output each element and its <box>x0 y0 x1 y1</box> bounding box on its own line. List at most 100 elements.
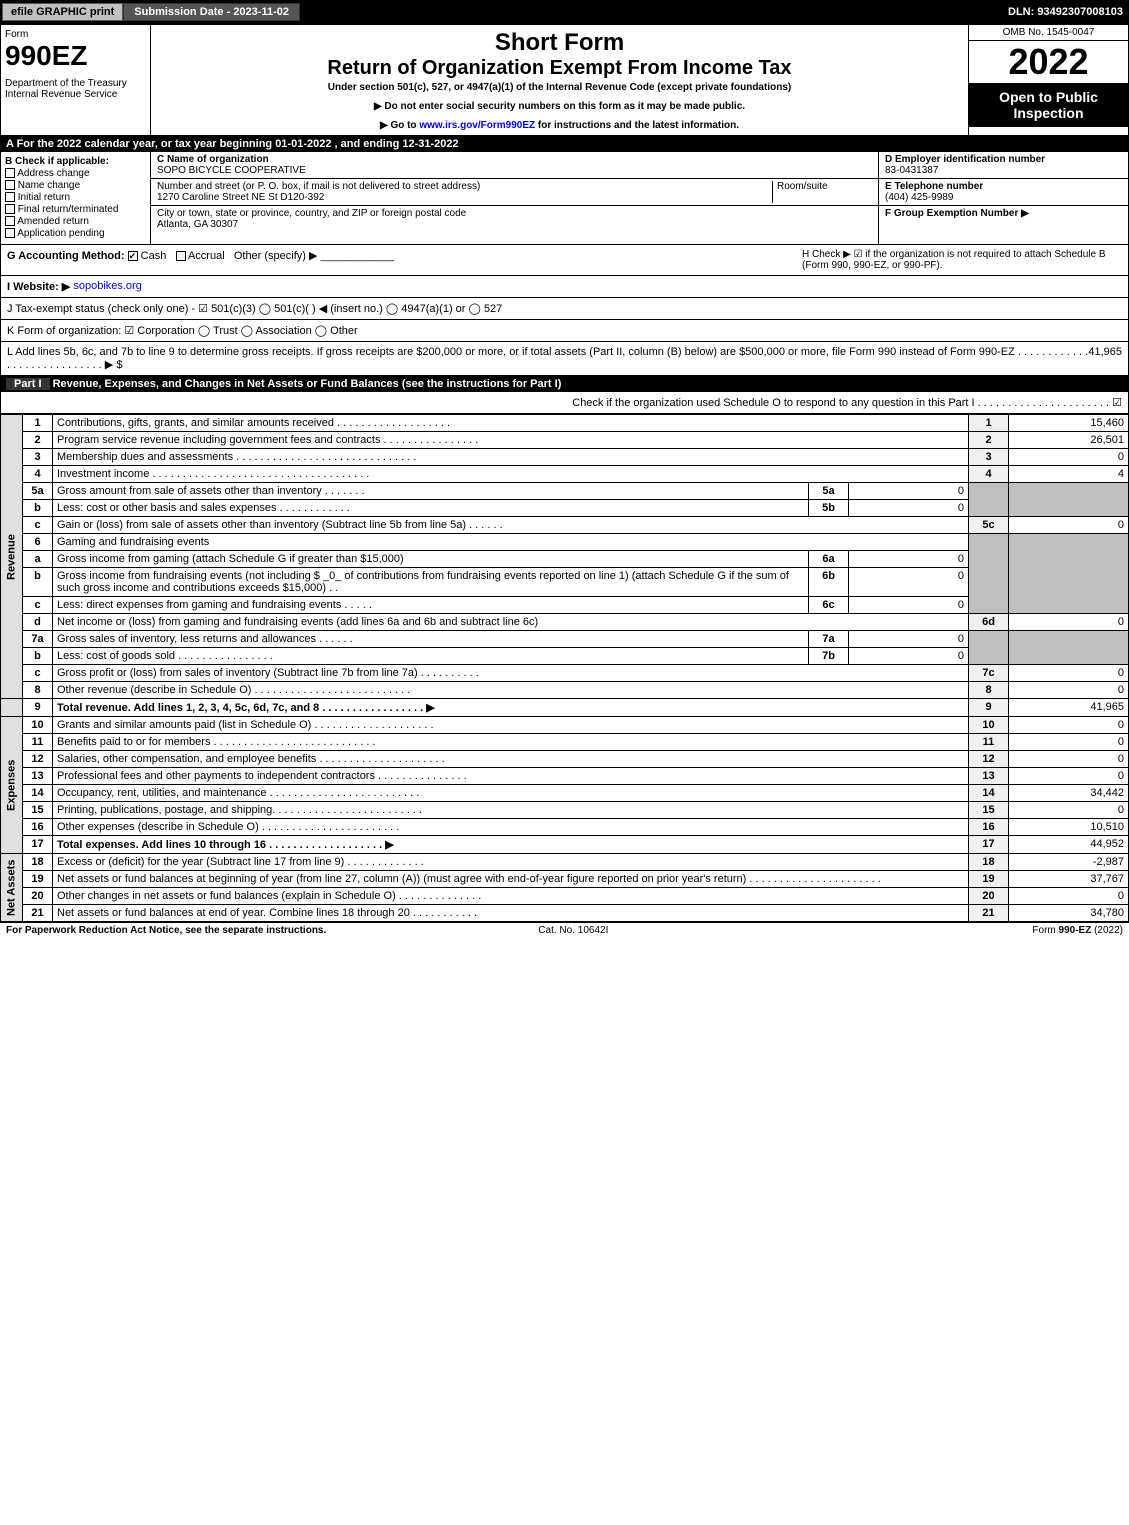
ln17-desc: Total expenses. Add lines 10 through 16 … <box>53 836 969 854</box>
row-i: I Website: ▶ sopobikes.org <box>0 276 1129 298</box>
col-b: B Check if applicable: Address change Na… <box>1 152 151 244</box>
row-a: A For the 2022 calendar year, or tax yea… <box>0 136 1129 152</box>
row-h: H Check ▶ ☑ if the organization is not r… <box>802 249 1122 271</box>
ln16-desc: Other expenses (describe in Schedule O) … <box>53 819 969 836</box>
b-heading: B Check if applicable: <box>5 156 146 167</box>
ln5b-desc: Less: cost or other basis and sales expe… <box>53 500 809 517</box>
revenue-label: Revenue <box>1 415 23 699</box>
part1-check: Check if the organization used Schedule … <box>0 392 1129 414</box>
ln1-val: 15,460 <box>1009 415 1129 432</box>
footer-right: Form 990-EZ (2022) <box>1032 925 1123 936</box>
tel-value: (404) 425-9989 <box>885 192 953 203</box>
chk-accrual[interactable] <box>176 251 186 261</box>
ein-label: D Employer identification number <box>885 154 1045 165</box>
ln7a-val: 0 <box>849 631 969 648</box>
omb-number: OMB No. 1545-0047 <box>969 25 1128 41</box>
ln12-desc: Salaries, other compensation, and employ… <box>53 751 969 768</box>
row-j: J Tax-exempt status (check only one) - ☑… <box>0 298 1129 320</box>
addr-value: 1270 Caroline Street NE St D120-392 <box>157 192 324 203</box>
part1-title: Revenue, Expenses, and Changes in Net As… <box>53 378 562 390</box>
ln20-desc: Other changes in net assets or fund bala… <box>53 888 969 905</box>
ln6-desc: Gaming and fundraising events <box>53 534 969 551</box>
ln18-val: -2,987 <box>1009 854 1129 871</box>
tel-row: E Telephone number (404) 425-9989 <box>879 179 1128 206</box>
cash-label: Cash <box>141 250 167 262</box>
part1-header: Part I Revenue, Expenses, and Changes in… <box>0 376 1129 392</box>
website-link[interactable]: sopobikes.org <box>73 280 142 293</box>
col-c: C Name of organization SOPO BICYCLE COOP… <box>151 152 878 244</box>
ln8-val: 0 <box>1009 682 1129 699</box>
chk-cash[interactable] <box>128 251 138 261</box>
expenses-label: Expenses <box>1 717 23 854</box>
ln5c-desc: Gain or (loss) from sale of assets other… <box>53 517 969 534</box>
ln10-val: 0 <box>1009 717 1129 734</box>
part1-badge: Part I <box>6 378 50 390</box>
ln16-val: 10,510 <box>1009 819 1129 836</box>
efile-print-button[interactable]: efile GRAPHIC print <box>2 3 123 21</box>
room-label: Room/suite <box>777 181 828 192</box>
ln5c-val: 0 <box>1009 517 1129 534</box>
irs-link[interactable]: www.irs.gov/Form990EZ <box>419 120 535 131</box>
footer-left: For Paperwork Reduction Act Notice, see … <box>6 925 326 936</box>
ln6d-val: 0 <box>1009 614 1129 631</box>
addr-row: Number and street (or P. O. box, if mail… <box>151 179 878 206</box>
ln7a-desc: Gross sales of inventory, less returns a… <box>53 631 809 648</box>
chk-address-change[interactable]: Address change <box>5 168 146 179</box>
ein-row: D Employer identification number 83-0431… <box>879 152 1128 179</box>
ln17-val: 44,952 <box>1009 836 1129 854</box>
ln4-val: 4 <box>1009 466 1129 483</box>
org-name-row: C Name of organization SOPO BICYCLE COOP… <box>151 152 878 179</box>
addr-label: Number and street (or P. O. box, if mail… <box>157 181 480 192</box>
accrual-label: Accrual <box>188 250 225 262</box>
footer-mid: Cat. No. 10642I <box>538 925 608 936</box>
chk-pending[interactable]: Application pending <box>5 228 146 239</box>
tax-year: 2022 <box>969 41 1128 83</box>
ln14-desc: Occupancy, rent, utilities, and maintena… <box>53 785 969 802</box>
ein-value: 83-0431387 <box>885 165 938 176</box>
city-value: Atlanta, GA 30307 <box>157 219 238 230</box>
ln2-val: 26,501 <box>1009 432 1129 449</box>
ln18-desc: Excess or (deficit) for the year (Subtra… <box>53 854 969 871</box>
ln15-val: 0 <box>1009 802 1129 819</box>
ln19-desc: Net assets or fund balances at beginning… <box>53 871 969 888</box>
city-label: City or town, state or province, country… <box>157 208 466 219</box>
ln20-val: 0 <box>1009 888 1129 905</box>
ln10-desc: Grants and similar amounts paid (list in… <box>53 717 969 734</box>
ln21-desc: Net assets or fund balances at end of ye… <box>53 905 969 922</box>
other-label: Other (specify) ▶ <box>234 250 318 262</box>
under-section: Under section 501(c), 527, or 4947(a)(1)… <box>159 82 960 93</box>
col-d: D Employer identification number 83-0431… <box>878 152 1128 244</box>
l-text: L Add lines 5b, 6c, and 7b to line 9 to … <box>7 346 1088 371</box>
ln6b-desc: Gross income from fundraising events (no… <box>53 568 809 597</box>
grp-label: F Group Exemption Number ▶ <box>885 208 1029 219</box>
chk-initial-return[interactable]: Initial return <box>5 192 146 203</box>
chk-final-return[interactable]: Final return/terminated <box>5 204 146 215</box>
section-bcd: B Check if applicable: Address change Na… <box>0 152 1129 245</box>
department: Department of the Treasury Internal Reve… <box>5 78 146 100</box>
ln19-val: 37,767 <box>1009 871 1129 888</box>
ln15-desc: Printing, publications, postage, and shi… <box>53 802 969 819</box>
row-l: L Add lines 5b, 6c, and 7b to line 9 to … <box>0 342 1129 376</box>
ln13-desc: Professional fees and other payments to … <box>53 768 969 785</box>
header-mid: Short Form Return of Organization Exempt… <box>151 25 968 135</box>
ln5b-val: 0 <box>849 500 969 517</box>
ln5a-desc: Gross amount from sale of assets other t… <box>53 483 809 500</box>
netassets-label: Net Assets <box>1 854 23 922</box>
form-number: 990EZ <box>5 40 146 72</box>
ln11-val: 0 <box>1009 734 1129 751</box>
ln5a-val: 0 <box>849 483 969 500</box>
ln21-val: 34,780 <box>1009 905 1129 922</box>
form-label: Form <box>5 29 146 40</box>
chk-name-change[interactable]: Name change <box>5 180 146 191</box>
row-k: K Form of organization: ☑ Corporation ◯ … <box>0 320 1129 342</box>
goto-note: ▶ Go to www.irs.gov/Form990EZ for instru… <box>159 120 960 131</box>
c-name-label: C Name of organization <box>157 154 269 165</box>
ln6b-val: 0 <box>849 568 969 597</box>
goto-post: for instructions and the latest informat… <box>535 120 739 131</box>
ln6d-desc: Net income or (loss) from gaming and fun… <box>53 614 969 631</box>
submission-date: Submission Date - 2023-11-02 <box>123 3 300 21</box>
form-header: Form 990EZ Department of the Treasury In… <box>0 24 1129 136</box>
chk-amended[interactable]: Amended return <box>5 216 146 227</box>
header-right: OMB No. 1545-0047 2022 Open to Public In… <box>968 25 1128 135</box>
ln6c-desc: Less: direct expenses from gaming and fu… <box>53 597 809 614</box>
